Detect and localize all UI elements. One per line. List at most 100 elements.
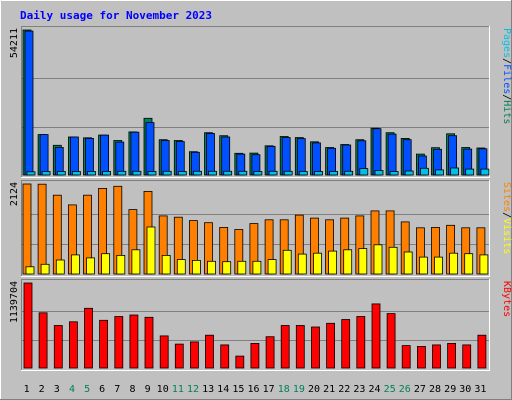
bar-kbytes-day-26 <box>401 345 411 369</box>
bar-sites-day-12 <box>191 259 201 275</box>
x-tick-label-day-24: 24 <box>368 384 380 395</box>
bar-pages-day-17 <box>268 170 278 176</box>
x-tick-label-day-16: 16 <box>247 384 259 395</box>
bar-sites-day-11 <box>176 259 186 275</box>
bar-pages-day-8 <box>132 170 142 176</box>
x-tick-label-day-30: 30 <box>459 384 471 395</box>
bar-sites-day-18 <box>282 249 292 275</box>
bar-sites-day-2 <box>40 263 50 275</box>
bar-kbytes-day-14 <box>220 344 230 369</box>
bar-files-day-6 <box>100 134 109 176</box>
bar-sites-day-1 <box>25 266 35 275</box>
bar-files-day-2 <box>39 134 49 176</box>
bar-sites-day-26 <box>403 251 413 275</box>
bar-pages-day-18 <box>283 170 293 176</box>
bar-pages-day-29 <box>450 167 460 176</box>
x-tick-label-day-22: 22 <box>338 384 350 395</box>
panel-max-label: 1139704 <box>9 281 20 323</box>
bar-kbytes-day-30 <box>462 344 472 369</box>
bar-sites-day-15 <box>237 260 247 275</box>
bar-sites-day-24 <box>373 244 383 275</box>
bar-pages-day-6 <box>102 171 111 176</box>
bar-sites-day-5 <box>86 257 95 275</box>
bar-kbytes-day-13 <box>205 334 214 369</box>
legend-entry: / <box>501 212 512 218</box>
bar-sites-day-13 <box>207 260 216 275</box>
bar-files-day-22 <box>342 144 352 176</box>
x-tick-label-day-4: 4 <box>69 384 75 395</box>
bar-kbytes-day-24 <box>371 303 381 369</box>
x-tick-label-day-23: 23 <box>353 384 365 395</box>
legend-entry: Files <box>501 64 512 94</box>
x-tick-label-day-14: 14 <box>217 384 229 395</box>
bar-files-day-1 <box>24 30 34 176</box>
legend-entry: Hits <box>501 100 512 124</box>
bar-files-day-21 <box>327 147 337 176</box>
panel-max-label: 54211 <box>9 28 20 58</box>
bar-files-day-24 <box>372 128 382 176</box>
bar-kbytes-day-21 <box>326 322 336 369</box>
bar-sites-day-20 <box>313 252 322 275</box>
bar-sites-day-17 <box>267 259 277 275</box>
x-tick-label-day-12: 12 <box>187 384 199 395</box>
x-tick-label-day-25: 25 <box>384 384 396 395</box>
bar-files-day-20 <box>312 142 321 176</box>
bar-kbytes-day-19 <box>295 325 305 369</box>
bar-pages-day-20 <box>314 171 323 176</box>
x-tick-label-day-26: 26 <box>399 384 411 395</box>
x-tick-label-day-29: 29 <box>444 384 456 395</box>
x-tick-label-day-15: 15 <box>232 384 244 395</box>
bar-files-day-14 <box>221 136 231 176</box>
bar-files-day-13 <box>206 133 215 176</box>
bar-pages-day-9 <box>147 171 157 176</box>
bar-kbytes-day-6 <box>99 319 108 369</box>
bar-pages-day-12 <box>192 170 202 176</box>
bar-pages-day-19 <box>298 171 308 176</box>
bar-files-day-9 <box>145 122 155 176</box>
bar-files-day-5 <box>85 137 94 176</box>
bar-files-day-4 <box>70 136 79 176</box>
x-tick-label-day-5: 5 <box>84 384 90 395</box>
bar-visits-day-1 <box>22 183 32 275</box>
bar-kbytes-day-23 <box>356 316 366 369</box>
bar-sites-day-30 <box>464 253 474 275</box>
bar-kbytes-day-12 <box>189 341 199 369</box>
bar-visits-day-2 <box>37 183 47 275</box>
bar-files-day-26 <box>402 139 412 176</box>
bar-kbytes-day-9 <box>144 316 154 369</box>
x-tick-label-day-13: 13 <box>202 384 214 395</box>
bar-files-day-19 <box>296 138 306 176</box>
x-tick-label-day-20: 20 <box>308 384 320 395</box>
x-tick-label-day-28: 28 <box>429 384 441 395</box>
x-tick-label-day-6: 6 <box>99 384 105 395</box>
bar-sites-day-31 <box>479 254 489 275</box>
bar-sites-day-16 <box>252 260 262 275</box>
bar-sites-day-7 <box>116 254 126 275</box>
panel-pages-files-hits: 54211 Pages/Files/Hits <box>9 26 512 178</box>
x-tick-label-day-11: 11 <box>172 384 184 395</box>
legend-entry: / <box>501 58 512 64</box>
bar-sites-day-21 <box>328 250 338 275</box>
bar-sites-day-25 <box>388 246 398 275</box>
bar-kbytes-day-15 <box>235 355 245 369</box>
x-tick-label-day-7: 7 <box>114 384 120 395</box>
bar-sites-day-22 <box>343 249 353 275</box>
chart-title: Daily usage for November 2023 <box>20 9 212 22</box>
x-tick-label-day-19: 19 <box>293 384 305 395</box>
panel-max-label: 2124 <box>9 182 20 206</box>
bar-sites-day-8 <box>131 249 141 275</box>
bar-pages-day-28 <box>435 169 444 176</box>
bar-pages-day-22 <box>344 170 354 176</box>
panel-legend-label: Pages/Files/Hits <box>501 28 512 124</box>
bar-kbytes-day-31 <box>477 334 487 369</box>
bar-pages-day-27 <box>419 167 429 176</box>
bar-sites-day-28 <box>434 256 443 275</box>
bar-sites-day-9 <box>146 226 156 275</box>
bar-kbytes-day-28 <box>432 344 441 369</box>
bar-pages-day-23 <box>359 168 369 176</box>
bar-sites-day-19 <box>297 253 307 275</box>
bar-pages-day-13 <box>208 170 217 176</box>
panel-legend-label: KBytes <box>501 281 512 317</box>
